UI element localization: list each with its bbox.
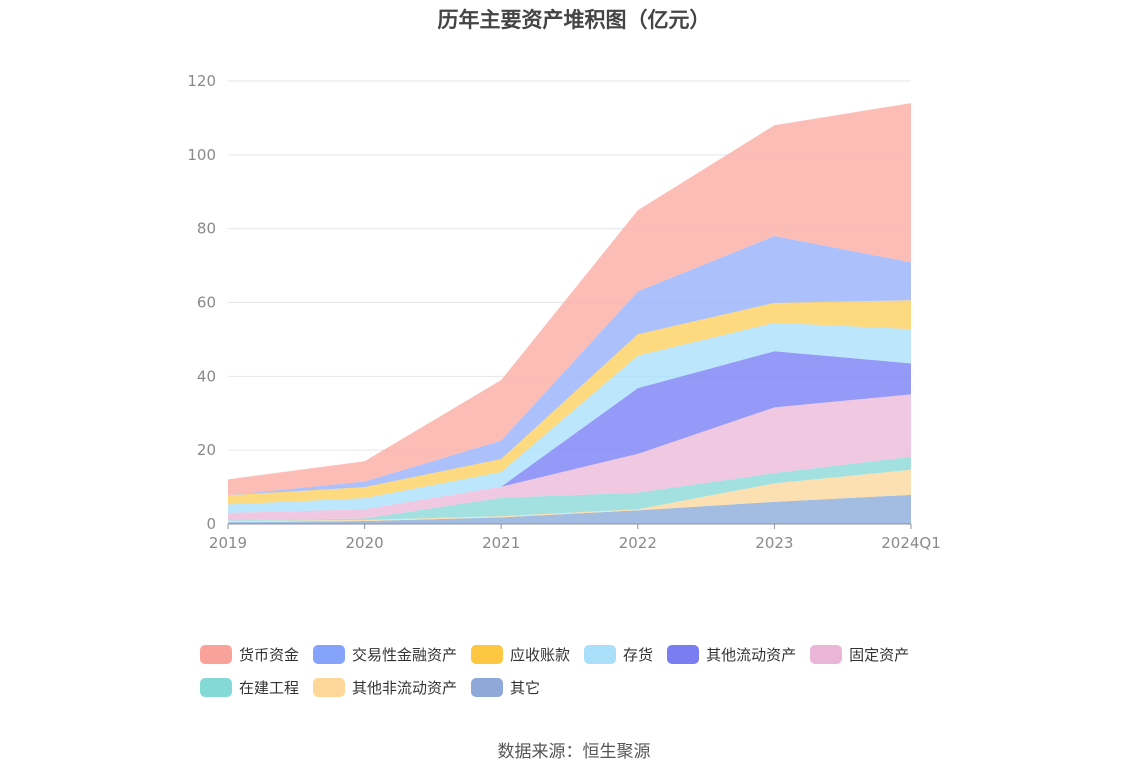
legend-label: 固定资产 [849, 646, 910, 664]
x-tick-label: 2020 [346, 534, 384, 552]
legend-swatch [667, 645, 700, 664]
legend-item[interactable]: 其他非流动资产 [313, 677, 457, 698]
legend-swatch [471, 678, 504, 697]
legend-swatch [313, 678, 346, 697]
y-tick-label: 0 [206, 515, 216, 533]
area-series [228, 103, 911, 496]
legend-label: 在建工程 [239, 679, 300, 697]
legend-item[interactable]: 其他流动资产 [667, 644, 796, 665]
legend-label: 应收账款 [510, 646, 571, 664]
legend-item[interactable]: 固定资产 [810, 644, 909, 665]
y-tick-label: 60 [197, 294, 216, 312]
y-tick-label: 20 [197, 441, 216, 459]
area-series [228, 351, 911, 513]
legend-item[interactable]: 在建工程 [200, 677, 299, 698]
area-series [228, 300, 911, 505]
legend-label: 其他流动资产 [706, 646, 797, 664]
data-source-note: 数据来源：恒生聚源 [497, 742, 651, 762]
stacked-area-chart: 0 20 40 60 80 100 120 2019 2020 2021 2022 2023 2024Q… [187, 72, 940, 552]
legend-item[interactable]: 其它 [471, 677, 540, 698]
x-tick-label: 2022 [619, 534, 657, 552]
axes: 0 20 40 60 80 100 120 2019 2020 2021 2022 2023 2024Q… [187, 72, 940, 552]
x-tick-label: 2024Q1 [881, 534, 941, 552]
legend-label: 其它 [510, 679, 541, 697]
legend-row: 在建工程 其他非流动资产 其它 [200, 671, 960, 704]
area-series [228, 469, 911, 523]
area-series [228, 394, 911, 521]
legend-swatch [313, 645, 346, 664]
legend-item[interactable]: 交易性金融资产 [313, 644, 457, 665]
area-series [228, 322, 911, 513]
legend-swatch [471, 645, 504, 664]
legend-item[interactable]: 存货 [584, 644, 653, 665]
y-tick-label: 80 [197, 220, 216, 238]
area-series [228, 236, 911, 496]
y-tick-label: 100 [187, 146, 216, 164]
area-series-group [228, 103, 911, 524]
x-tick-label: 2023 [755, 534, 793, 552]
legend-swatch [584, 645, 617, 664]
y-tick-label: 120 [187, 72, 216, 90]
legend-label: 存货 [623, 646, 654, 664]
legend-swatch [200, 645, 232, 664]
legend-swatch [200, 678, 232, 697]
area-series [228, 456, 911, 522]
legend-label: 交易性金融资产 [352, 646, 458, 664]
legend-swatch [810, 645, 843, 664]
x-tick-label: 2021 [482, 534, 520, 552]
legend-item[interactable]: 应收账款 [471, 644, 570, 665]
y-tick-label: 40 [197, 367, 216, 385]
legend-label: 其他非流动资产 [352, 679, 458, 697]
legend-row: 货币资金 交易性金融资产 应收账款 存货 其他流动资产 固定资产 [200, 638, 960, 671]
legend-item[interactable]: 货币资金 [200, 644, 299, 665]
area-series [228, 494, 911, 524]
chart-title: 历年主要资产堆积图（亿元） [437, 8, 711, 32]
legend: 货币资金 交易性金融资产 应收账款 存货 其他流动资产 固定资产 在建工程 其他非流动资产 其… [200, 638, 960, 704]
x-tick-label: 2019 [209, 534, 247, 552]
legend-label: 货币资金 [239, 646, 300, 664]
